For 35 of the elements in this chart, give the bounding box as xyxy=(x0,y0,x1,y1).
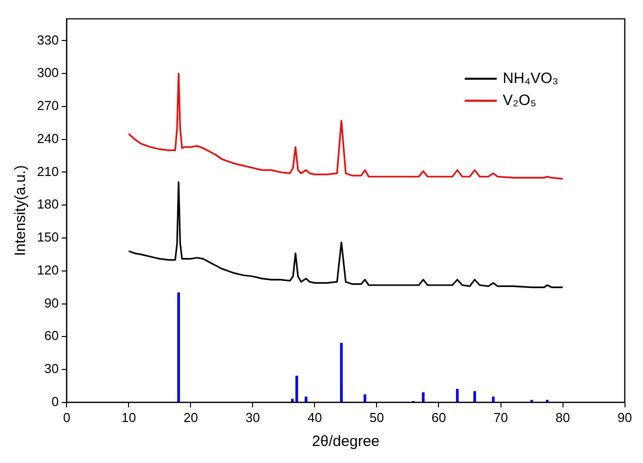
x-tick-label: 20 xyxy=(183,410,198,425)
y-axis-title: Intensity(a.u.) xyxy=(12,165,30,256)
bar xyxy=(492,396,495,402)
y-tick-label: 60 xyxy=(44,328,59,344)
y-tick-label: 330 xyxy=(36,32,59,48)
y-tick-label: 120 xyxy=(36,262,59,278)
x-tick-label: 0 xyxy=(63,410,70,425)
y-tick-label: 0 xyxy=(51,394,59,409)
x-tick-label: 80 xyxy=(556,410,570,425)
bar xyxy=(364,394,366,402)
legend-label: NH₄VO₃ xyxy=(502,70,558,87)
bar xyxy=(304,396,308,402)
bar xyxy=(473,391,476,402)
x-tick-label: 50 xyxy=(370,410,384,425)
y-tick-label: 300 xyxy=(36,65,59,80)
y-tick-label: 90 xyxy=(44,295,59,310)
x-tick-label: 60 xyxy=(432,410,446,425)
bar xyxy=(456,388,459,402)
y-tick-label: 150 xyxy=(36,230,59,245)
y-tick-label: 30 xyxy=(44,361,59,376)
x-tick-label: 30 xyxy=(245,410,260,425)
x-tick-label: 10 xyxy=(121,410,136,425)
x-axis-title: 2θ/degree xyxy=(312,433,380,450)
x-tick-label: 40 xyxy=(307,410,322,425)
x-tick-label: 90 xyxy=(618,410,632,425)
bar xyxy=(340,342,343,402)
bar xyxy=(422,392,425,402)
bar xyxy=(177,292,180,402)
y-tick-label: 270 xyxy=(36,98,59,114)
y-tick-label: 240 xyxy=(36,130,59,146)
bar xyxy=(295,376,298,402)
legend-label: V₂O₅ xyxy=(502,92,536,109)
y-tick-label: 210 xyxy=(36,164,59,179)
x-tick-label: 70 xyxy=(494,410,508,425)
y-tick-label: 180 xyxy=(36,196,59,212)
